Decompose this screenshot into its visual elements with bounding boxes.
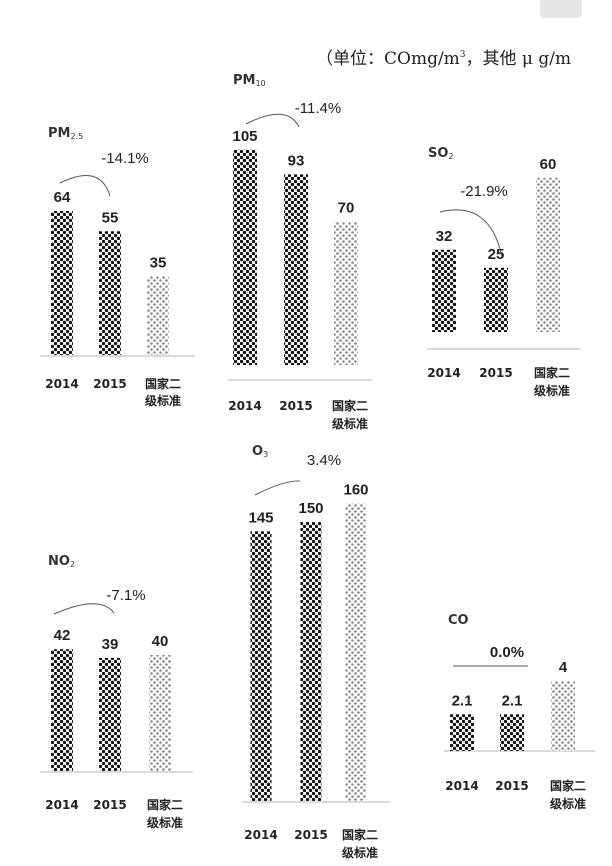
unit-note-sup: 3 bbox=[459, 50, 466, 61]
chart-4-bar-3 bbox=[149, 655, 171, 771]
chart-5-value-label-2: 150 bbox=[298, 500, 323, 517]
chart-2-change-arc bbox=[245, 113, 300, 128]
chart-3-value-label-3: 60 bbox=[540, 156, 557, 173]
chart-4-tick-2: 2015 bbox=[93, 798, 126, 812]
chart-3-bar-1 bbox=[432, 249, 456, 332]
chart-3-tick-3-line1: 国家二 bbox=[534, 365, 570, 380]
chart-1-value-label-1: 64 bbox=[54, 189, 71, 206]
chart-1-change-arc bbox=[59, 175, 111, 197]
chart-3-title: SO2 bbox=[428, 146, 454, 161]
chart-6-bar-1 bbox=[450, 714, 474, 751]
chart-5-tick-2: 2015 bbox=[294, 828, 327, 842]
chart-2-title: PM10 bbox=[233, 73, 266, 88]
chart-6-tick-3-line1: 国家二 bbox=[550, 778, 586, 793]
chart-6-value-label-2: 2.1 bbox=[502, 692, 523, 709]
chart-4-value-label-1: 42 bbox=[54, 627, 71, 644]
chart-5-bar-2 bbox=[300, 522, 322, 801]
chart-6-value-label-3: 4 bbox=[559, 659, 568, 676]
chart-6-title: CO bbox=[448, 613, 469, 628]
chart-5-tick-3-line2: 级标准 bbox=[342, 845, 378, 860]
chart-5-title: O3 bbox=[252, 444, 268, 459]
chart-4-bar-2 bbox=[99, 657, 121, 771]
unit-note-rest: ，其他 μ g/m bbox=[465, 49, 572, 69]
chart-2-bar-2 bbox=[284, 174, 308, 365]
chart-1-tick-3-line1: 国家二 bbox=[145, 376, 181, 391]
chart-4-value-label-3: 40 bbox=[152, 633, 169, 650]
chart-1-tick-1: 2014 bbox=[45, 377, 78, 391]
unit-note-co: COmg/m bbox=[384, 49, 460, 69]
chart-1-bar-1 bbox=[51, 211, 73, 355]
chart-6-tick-3-line2: 级标准 bbox=[550, 796, 586, 811]
chart-3-tick-2: 2015 bbox=[479, 366, 512, 380]
chart-3-tick-3-line2: 级标准 bbox=[534, 383, 570, 398]
chart-1-title: PM2.5 bbox=[48, 126, 83, 141]
chart-3-bar-3 bbox=[536, 177, 560, 332]
chart-5-value-label-1: 145 bbox=[248, 509, 273, 526]
chart-3-value-label-1: 32 bbox=[436, 228, 453, 245]
chart-1-bar-3 bbox=[147, 276, 169, 355]
chart-1-value-label-3: 35 bbox=[150, 254, 167, 271]
chart-2-value-label-2: 93 bbox=[288, 152, 305, 169]
chart-5-change-arc bbox=[254, 480, 301, 496]
chart-1-change-label: -14.1% bbox=[101, 150, 149, 167]
chart-3-change-arc bbox=[439, 209, 503, 258]
chart-6-tick-2: 2015 bbox=[495, 779, 528, 793]
chart-4-title: NO2 bbox=[48, 554, 75, 569]
chart-5-change-label: 3.4% bbox=[307, 452, 341, 469]
chart-5-bar-1 bbox=[250, 531, 272, 801]
chart-2-value-label-1: 105 bbox=[232, 128, 257, 145]
chart-3-change-label: -21.9% bbox=[460, 183, 508, 200]
chart-2-tick-3-line1: 国家二 bbox=[332, 398, 368, 413]
chart-2-tick-2: 2015 bbox=[279, 399, 312, 413]
chart-3-bar-2 bbox=[484, 267, 508, 332]
chart-4-tick-3-line1: 国家二 bbox=[147, 797, 183, 812]
chart-6-change-label: 0.0% bbox=[490, 644, 524, 661]
chart-2-tick-1: 2014 bbox=[228, 399, 261, 413]
chart-4-bar-1 bbox=[51, 649, 73, 771]
chart-4-tick-3-line2: 级标准 bbox=[147, 815, 183, 830]
chart-1-tick-3-line2: 级标准 bbox=[145, 393, 181, 408]
chart-1-tick-2: 2015 bbox=[93, 377, 126, 391]
chart-6-bar-2 bbox=[500, 714, 524, 751]
unit-note-open: （单位： bbox=[316, 49, 384, 69]
chart-3-tick-1: 2014 bbox=[427, 366, 460, 380]
page-corner-tab bbox=[540, 0, 582, 18]
chart-4-value-label-2: 39 bbox=[102, 636, 119, 653]
chart-5-value-label-3: 160 bbox=[343, 481, 368, 498]
chart-4-tick-1: 2014 bbox=[45, 798, 78, 812]
chart-4-change-label: -7.1% bbox=[106, 587, 145, 604]
chart-4-change-arc bbox=[53, 603, 115, 615]
unit-note: （单位：COmg/m3，其他 μ g/m bbox=[316, 44, 571, 69]
chart-6-tick-1: 2014 bbox=[445, 779, 478, 793]
chart-2-change-label: -11.4% bbox=[295, 100, 341, 117]
chart-6-value-label-1: 2.1 bbox=[452, 692, 473, 709]
chart-2-bar-1 bbox=[233, 149, 257, 365]
chart-5-tick-1: 2014 bbox=[244, 828, 277, 842]
chart-5-bar-3 bbox=[345, 503, 367, 801]
chart-5-tick-3-line1: 国家二 bbox=[342, 827, 378, 842]
chart-2-bar-3 bbox=[334, 221, 358, 365]
chart-6-bar-3 bbox=[551, 681, 575, 751]
chart-1-bar-2 bbox=[99, 231, 121, 355]
chart-1-value-label-2: 55 bbox=[102, 209, 119, 226]
chart-2-value-label-3: 70 bbox=[338, 200, 355, 217]
chart-2-tick-3-line2: 级标准 bbox=[332, 416, 368, 431]
